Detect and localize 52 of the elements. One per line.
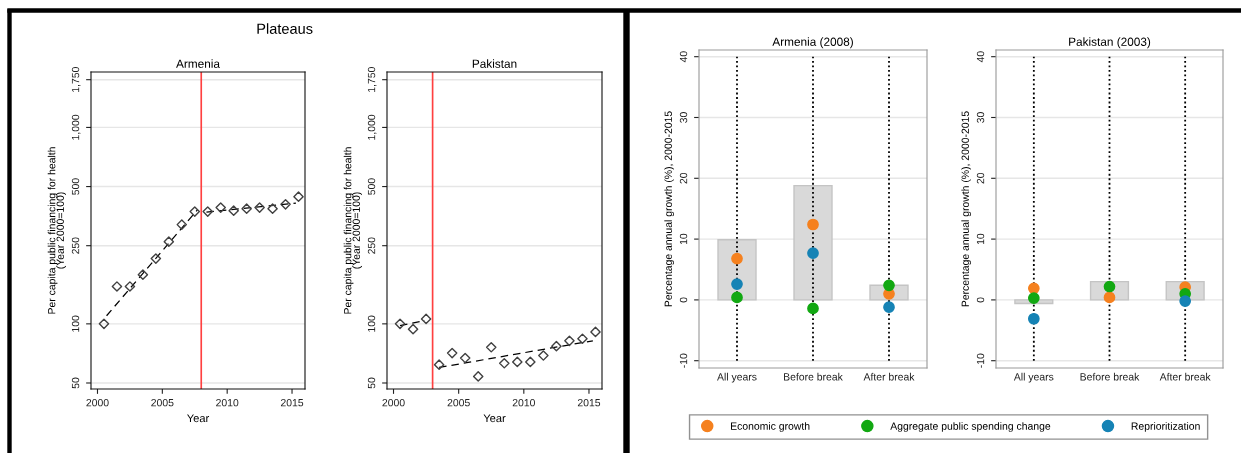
x-tick-label: 2015	[280, 399, 304, 407]
y-tick-label: 10	[976, 233, 985, 245]
legend-label: Economic growth	[731, 422, 810, 432]
y-tick-label: 50	[71, 377, 80, 389]
x-tick-label: All years	[1013, 372, 1054, 383]
x-tick-label: 2000	[382, 399, 405, 407]
y-tick-label: 250	[71, 237, 80, 254]
x-tick-label: After break	[1159, 372, 1211, 381]
legend-label: Aggregate public spending change	[890, 422, 1051, 432]
y-tick-label: 0	[679, 297, 688, 303]
y-tick-label: 0	[976, 297, 985, 303]
y-tick-label: 40	[679, 51, 688, 63]
chart-title: Plateaus	[257, 23, 313, 34]
x-axis-title: Year	[483, 414, 506, 423]
chart-subtitle: Pakistan (2003)	[1069, 37, 1151, 49]
chart-subtitle: Armenia	[176, 59, 220, 68]
chart-subtitle: Pakistan	[472, 59, 517, 68]
y-tick-label: 20	[976, 172, 985, 184]
legend-label: Reprioritization	[1131, 422, 1200, 432]
y-tick-label: 1,000	[367, 114, 377, 140]
y-tick-label: 1,750	[71, 67, 81, 92]
y-tick-label: -10	[976, 353, 985, 368]
y-tick-label: 1,000	[71, 114, 81, 140]
x-tick-label: 2010	[512, 399, 535, 407]
chart-subtitle: Armenia (2008)	[772, 37, 853, 49]
y-tick-label: 30	[976, 112, 985, 123]
x-tick-label: After break	[863, 372, 915, 381]
y-tick-label: 250	[367, 237, 376, 254]
x-axis-title: Year	[187, 414, 210, 423]
x-tick-label: Before break	[784, 372, 843, 381]
y-tick-label: 500	[71, 178, 80, 195]
x-tick-label: All years	[717, 372, 757, 383]
y-tick-label: 30	[679, 112, 688, 123]
y-tick-label: 100	[367, 315, 376, 332]
y-tick-label: 50	[367, 377, 376, 389]
x-tick-label: 2000	[86, 399, 109, 407]
x-tick-label: Before break	[1080, 372, 1140, 381]
y-axis-title: Per capita public financing for health (Year 2000=100)	[343, 147, 363, 314]
y-tick-label: 20	[679, 172, 688, 184]
y-axis-title: Percentage annual growth (%), 2000-2015	[961, 111, 972, 307]
x-tick-label: 2005	[447, 399, 470, 407]
y-tick-label: 1,750	[367, 67, 377, 92]
x-tick-label: 2010	[216, 399, 239, 407]
y-tick-label: -10	[679, 353, 688, 368]
x-tick-label: 2005	[151, 399, 174, 407]
y-tick-label: 10	[679, 233, 688, 245]
x-tick-label: 2015	[577, 399, 601, 407]
y-tick-label: 500	[367, 178, 376, 195]
y-tick-label: 40	[976, 51, 985, 63]
y-tick-label: 100	[71, 315, 80, 332]
y-axis-title: Percentage annual growth (%), 2000-2015	[664, 111, 675, 307]
y-axis-title: Per capita public financing for health (Year 2000=100)	[47, 147, 67, 314]
